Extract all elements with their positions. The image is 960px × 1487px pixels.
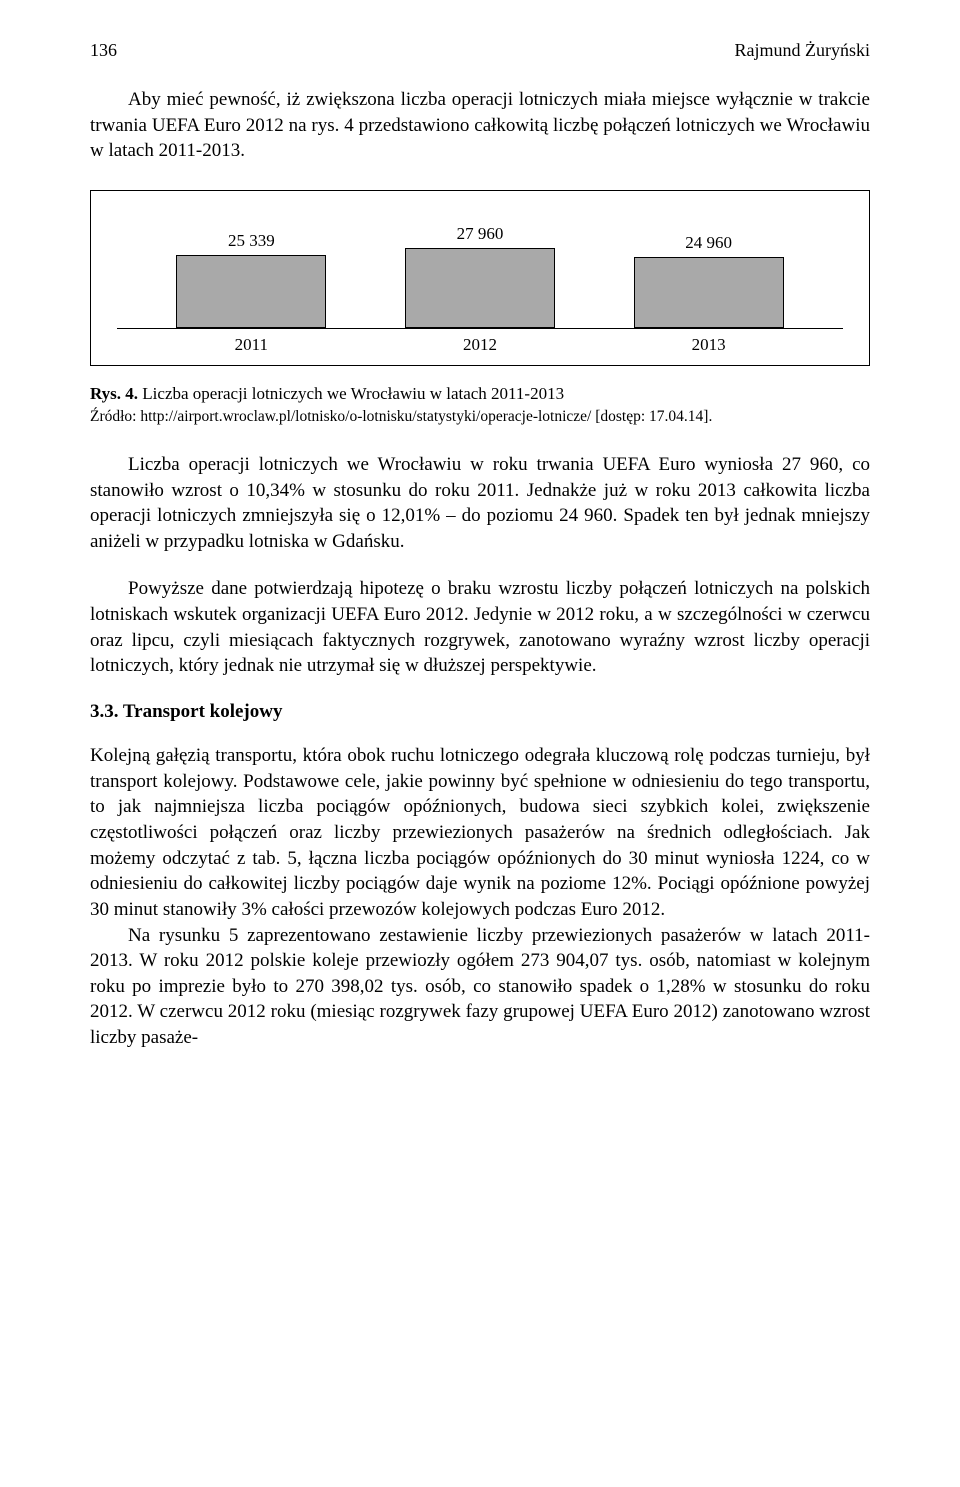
x-axis-label: 2011 xyxy=(138,335,364,355)
section-heading: 3.3. Transport kolejowy xyxy=(90,701,870,723)
body-paragraph-3-text: Kolejną gałęzią transportu, która obok r… xyxy=(90,745,870,920)
body-paragraph-4: Na rysunku 5 zaprezentowano zestawienie … xyxy=(90,923,870,1051)
intro-paragraph: Aby mieć pewność, iż zwiększona liczba o… xyxy=(90,87,870,164)
body-paragraph-1: Liczba operacji lotniczych we Wrocławiu … xyxy=(90,452,870,555)
bar-wrap: 24 960 xyxy=(595,233,821,328)
body-paragraph-4-text: Na rysunku 5 zaprezentowano zestawienie … xyxy=(90,925,870,1049)
figure-source: Źródło: http://airport.wroclaw.pl/lotnis… xyxy=(90,408,870,426)
bar-value-label: 25 339 xyxy=(228,231,275,251)
figure-caption: Rys. 4. Liczba operacji lotniczych we Wr… xyxy=(90,384,870,404)
x-axis-label: 2012 xyxy=(367,335,593,355)
bar-chart-container: 25 339 27 960 24 960 201120122013 xyxy=(90,190,870,366)
chart-x-axis: 201120122013 xyxy=(117,329,843,355)
figure-caption-prefix: Rys. 4. xyxy=(90,384,138,403)
body-paragraph-1-text: Liczba operacji lotniczych we Wrocławiu … xyxy=(90,454,870,552)
running-header: 136 Rajmund Żuryński xyxy=(90,40,870,61)
figure-caption-text: Liczba operacji lotniczych we Wrocławiu … xyxy=(138,384,564,403)
author-name: Rajmund Żuryński xyxy=(735,40,871,61)
x-axis-label: 2013 xyxy=(595,335,821,355)
bar-value-label: 24 960 xyxy=(685,233,732,253)
bar-wrap: 25 339 xyxy=(138,231,364,328)
body-paragraph-3: Kolejną gałęzią transportu, która obok r… xyxy=(90,743,870,922)
bar-chart: 25 339 27 960 24 960 xyxy=(117,209,843,329)
bar xyxy=(634,257,784,328)
bar-wrap: 27 960 xyxy=(367,224,593,328)
bar-value-label: 27 960 xyxy=(457,224,504,244)
body-paragraph-2: Powyższe dane potwierdzają hipotezę o br… xyxy=(90,576,870,679)
body-paragraph-2-text: Powyższe dane potwierdzają hipotezę o br… xyxy=(90,578,870,676)
page-number: 136 xyxy=(90,40,117,61)
bar xyxy=(405,248,555,328)
bar xyxy=(176,255,326,328)
